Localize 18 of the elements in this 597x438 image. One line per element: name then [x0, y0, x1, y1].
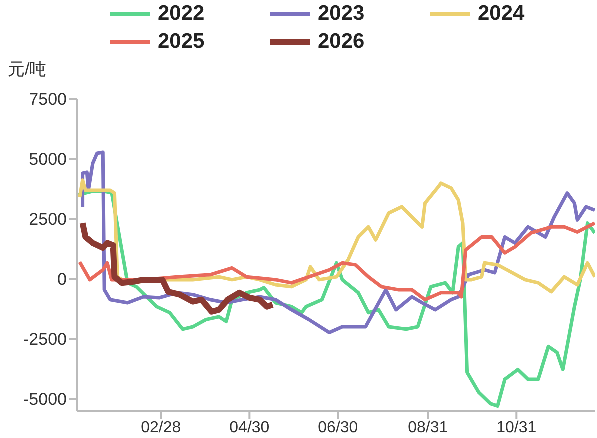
y-tick-label: 0 — [58, 270, 67, 290]
y-tick-label: 5000 — [29, 150, 67, 170]
legend-label: 2026 — [318, 30, 365, 54]
line-series — [78, 222, 595, 302]
legend-label: 2024 — [478, 2, 525, 26]
x-tick-label: 06/30 — [318, 419, 358, 436]
x-tick-label: 08/31 — [408, 419, 448, 436]
y-tick-label: 7500 — [29, 90, 67, 110]
y-tick-label: 2500 — [29, 210, 67, 230]
y-axis-title: 元/吨 — [8, 59, 47, 81]
y-tick-label: -5000 — [24, 390, 67, 410]
legend-label: 2022 — [158, 2, 205, 26]
x-tick-label: 10/31 — [496, 419, 537, 436]
legend-label: 2023 — [318, 2, 365, 26]
legend-label: 2025 — [158, 30, 205, 54]
y-tick-label: -2500 — [24, 330, 67, 350]
x-tick-label: 04/30 — [230, 419, 270, 436]
x-tick-label: 02/28 — [141, 419, 182, 436]
